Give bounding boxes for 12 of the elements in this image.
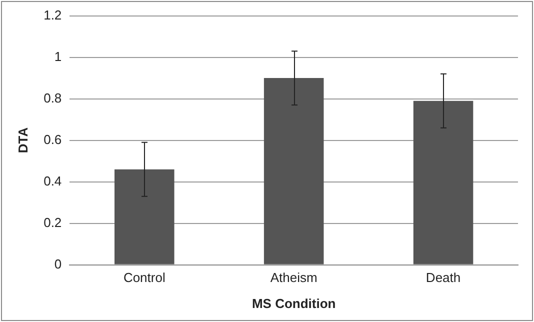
y-tick-label: 1.2 <box>44 7 62 22</box>
x-axis-title: MS Condition <box>252 296 336 311</box>
x-tick-label: Control <box>123 270 166 286</box>
y-tick-label: 0 <box>54 256 62 272</box>
y-axis-title: DTA <box>15 126 30 154</box>
y-tick-label: 0.6 <box>44 132 62 147</box>
x-tick-label: Atheism <box>270 270 318 286</box>
y-tick-label: 0.2 <box>44 214 62 230</box>
y-tick-label: 0.4 <box>44 173 62 188</box>
y-tick-label: 0.8 <box>44 90 62 106</box>
x-tick-label: Death <box>426 270 461 286</box>
y-tick-label: 1 <box>54 48 62 64</box>
